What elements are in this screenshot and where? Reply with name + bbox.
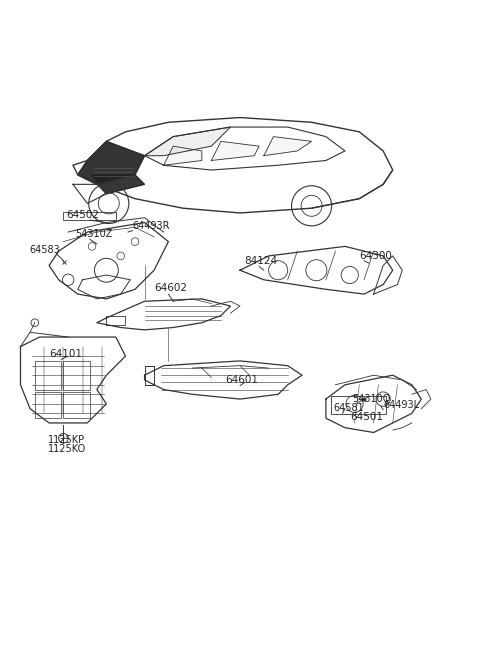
- Text: 64601: 64601: [226, 375, 259, 384]
- Text: 64501: 64501: [350, 412, 383, 422]
- Bar: [63, 361, 90, 390]
- Polygon shape: [264, 137, 312, 156]
- Text: 64101: 64101: [49, 348, 82, 358]
- Text: 54310Z: 54310Z: [75, 229, 113, 239]
- Polygon shape: [211, 141, 259, 160]
- Text: 1125KO: 1125KO: [48, 445, 86, 455]
- Bar: [63, 212, 116, 220]
- Bar: [63, 392, 90, 418]
- Polygon shape: [78, 141, 144, 184]
- Polygon shape: [144, 127, 230, 156]
- Bar: [331, 396, 385, 415]
- Text: 54310Q: 54310Q: [352, 394, 391, 404]
- Text: 64493R: 64493R: [132, 221, 170, 231]
- Text: 64602: 64602: [154, 283, 187, 293]
- Text: 64300: 64300: [360, 251, 392, 261]
- Text: 84124: 84124: [244, 256, 277, 267]
- Polygon shape: [92, 175, 144, 194]
- Text: 64583: 64583: [29, 245, 60, 255]
- Bar: [35, 392, 61, 418]
- Polygon shape: [164, 146, 202, 165]
- Text: 64581: 64581: [333, 403, 364, 413]
- Text: 1125KP: 1125KP: [48, 436, 85, 445]
- Text: 64502: 64502: [66, 210, 99, 219]
- Text: 64493L: 64493L: [383, 400, 420, 409]
- Bar: [35, 361, 61, 390]
